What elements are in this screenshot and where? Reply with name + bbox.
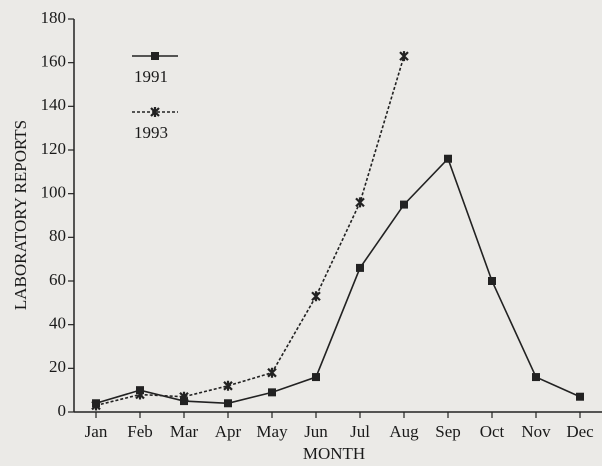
marker [150, 107, 160, 117]
x-tick-label: Jul [350, 422, 370, 441]
x-tick-label: Sep [435, 422, 461, 441]
x-tick-label: Feb [127, 422, 153, 441]
y-tick-label: 40 [49, 314, 66, 333]
marker [224, 399, 232, 408]
y-tick-label: 0 [58, 401, 67, 420]
y-tick-label: 120 [41, 139, 67, 158]
marker [311, 291, 321, 302]
marker [223, 380, 233, 391]
x-tick-label: Jan [85, 422, 108, 441]
marker [135, 389, 145, 400]
y-tick-label: 140 [41, 95, 67, 114]
marker [179, 391, 189, 402]
marker [576, 392, 584, 401]
marker [356, 263, 364, 272]
y-tick-label: 180 [41, 8, 67, 27]
marker [312, 373, 320, 382]
y-tick-label: 160 [41, 52, 67, 71]
y-axis-label: LABORATORY REPORTS [11, 120, 30, 310]
x-tick-label: Apr [215, 422, 242, 441]
x-axis-label: MONTH [303, 444, 365, 463]
x-tick-label: Oct [480, 422, 505, 441]
y-tick-label: 80 [49, 226, 66, 245]
marker [532, 373, 540, 382]
marker [151, 52, 159, 60]
y-tick-label: 20 [49, 357, 66, 376]
legend-label: 1993 [134, 123, 168, 142]
marker [355, 197, 365, 208]
y-tick-label: 100 [41, 183, 67, 202]
marker [268, 388, 276, 397]
marker [488, 277, 496, 285]
marker [399, 51, 409, 62]
x-tick-label: Nov [521, 422, 551, 441]
x-tick-label: Jun [304, 422, 328, 441]
marker [267, 367, 277, 378]
x-tick-label: Aug [389, 422, 419, 441]
x-tick-label: May [256, 422, 288, 441]
series-line [95, 157, 581, 405]
series-line [95, 55, 405, 407]
marker [91, 400, 101, 411]
x-tick-label: Mar [170, 422, 199, 441]
marker [400, 200, 408, 209]
y-tick-label: 60 [49, 270, 66, 289]
x-tick-label: Dec [566, 422, 594, 441]
legend-label: 1991 [134, 67, 168, 86]
marker [444, 154, 452, 163]
